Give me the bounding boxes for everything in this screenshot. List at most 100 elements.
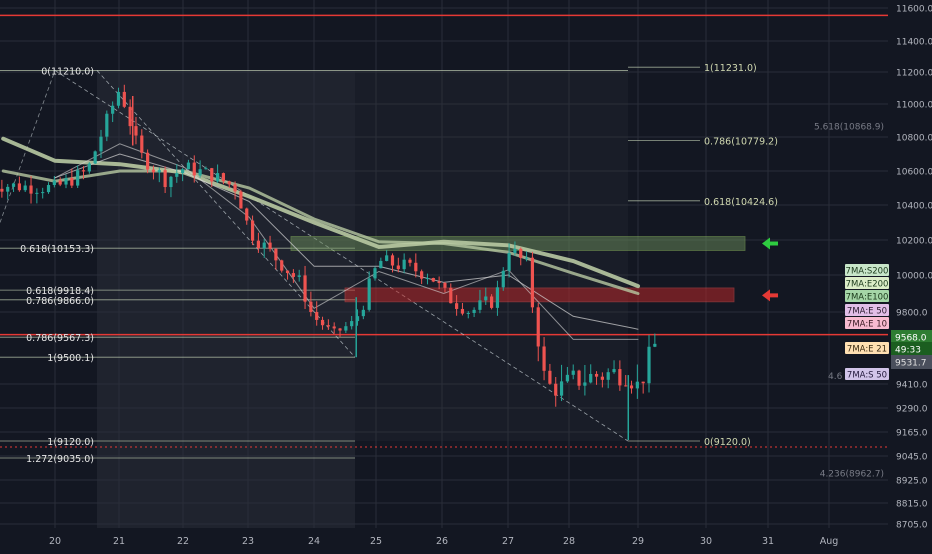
candle-body — [128, 106, 132, 127]
legend-badge-text: 7MA:E100 — [846, 293, 889, 303]
legend-badge-bg — [845, 342, 889, 354]
candle-body — [239, 191, 243, 209]
x-tick-label: 23 — [242, 536, 254, 547]
legend-badge-text: 7MA:E 21 — [847, 345, 887, 355]
green-arrow-icon — [762, 237, 778, 250]
y-tick-label: 8705.0 — [896, 521, 928, 531]
x-tick-label: 31 — [762, 536, 774, 547]
candle-body — [81, 170, 86, 172]
x-tick-label: 25 — [370, 536, 382, 547]
ma-e200-line — [1, 169, 640, 295]
y-tick-label: 10400.0 — [896, 202, 932, 212]
candle-body — [396, 265, 400, 270]
ma-e100-line — [54, 153, 639, 330]
fib-level-label: 0.618(10424.6) — [704, 197, 778, 208]
y-tick-label: 8925.0 — [896, 477, 928, 487]
y-tick-label: 9410.0 — [896, 381, 928, 391]
ma-legend-badge: 7MA:E 10 — [845, 317, 889, 330]
candle-body — [548, 370, 552, 384]
candle-body — [402, 259, 406, 270]
y-tick-label: 10000.0 — [896, 272, 932, 282]
candle-body — [262, 242, 266, 249]
x-tick-label: 29 — [632, 536, 644, 547]
fib-trend-line — [0, 70, 56, 223]
candle-body — [414, 262, 418, 272]
y-tick-label: 10800.0 — [896, 134, 932, 144]
candle-body — [146, 152, 150, 170]
candle-body — [530, 257, 535, 308]
ma-legend-badge: 7MA:E200 — [845, 277, 889, 290]
candle-body — [373, 268, 377, 279]
legend-badge-text: 7MA:S200 — [846, 267, 889, 277]
candle-body — [11, 183, 16, 187]
candle-body — [565, 374, 569, 382]
candle-body — [291, 273, 295, 277]
candle-body — [420, 271, 424, 279]
candle-body — [350, 321, 354, 327]
candle-body — [385, 255, 389, 261]
candle-body — [624, 385, 628, 387]
candle-body — [116, 91, 121, 106]
candle-body — [285, 270, 290, 274]
candle-body — [111, 105, 115, 114]
indicator-price-tag-bg — [891, 355, 932, 369]
candle-body — [163, 170, 167, 188]
x-tick-label: 26 — [436, 536, 448, 547]
countdown-tag-text: 49:33 — [895, 346, 921, 356]
candle-body — [513, 248, 517, 254]
candle-body — [455, 303, 459, 309]
candle-body — [105, 113, 109, 137]
fib-level-label: 0.786(9567.3) — [26, 333, 94, 344]
candle-body — [29, 185, 33, 194]
candle-body — [64, 178, 68, 185]
candle-body — [134, 126, 138, 136]
fib-level-label: 1(9500.1) — [47, 353, 94, 364]
y-tick-label: 10200.0 — [896, 237, 932, 247]
fib-level-label: 0(9120.0) — [704, 437, 751, 448]
candle-body — [186, 162, 191, 170]
indicator-price-tag: 9531.7 — [891, 355, 932, 369]
countdown-tag-bg — [891, 342, 932, 356]
candle-body — [571, 370, 575, 375]
y-tick-label: 11600.0 — [896, 5, 932, 15]
candle-body — [653, 343, 657, 347]
candle-body — [233, 184, 237, 192]
countdown-tag: 49:33 — [891, 342, 932, 356]
candle-body — [431, 277, 435, 282]
candle-body — [606, 372, 610, 380]
legend-badge-bg — [845, 277, 889, 289]
candle-body — [367, 278, 371, 310]
candle-body — [46, 185, 51, 193]
candle-body — [536, 307, 540, 347]
legend-badge-text: 7MA:E200 — [846, 280, 889, 290]
candle-body — [519, 248, 523, 258]
fib-shade-left — [97, 70, 355, 528]
candle-body — [600, 376, 604, 380]
candle-body — [361, 309, 365, 317]
candle-body — [268, 242, 272, 249]
fib-level-label: 0(11210.0) — [41, 66, 94, 77]
candle-body — [250, 220, 255, 241]
fib-level-label: 0.618(9918.4) — [26, 286, 94, 297]
ma-legend-badge: 7MA:E100 — [845, 290, 889, 303]
candle-body — [181, 169, 185, 174]
candle-body — [641, 381, 645, 384]
fib-level-label: 1.272(9035.0) — [26, 454, 94, 465]
x-tick-label: 22 — [177, 536, 189, 547]
legend-badge-bg — [845, 264, 889, 276]
candle-body — [507, 253, 511, 271]
fib-trend-line — [96, 70, 356, 358]
candle-body — [23, 185, 27, 191]
candle-body — [70, 178, 74, 186]
y-tick-label: 9045.0 — [896, 453, 928, 463]
candle-body — [344, 326, 348, 331]
legend-badge-text: 7MA:E 10 — [847, 320, 887, 330]
faint-fib-label: 4.6 — [828, 372, 843, 382]
fib-level-label: 0.786(10779.2) — [704, 137, 778, 148]
candle-body — [554, 383, 558, 396]
candle-body — [35, 192, 39, 194]
candle-body — [221, 173, 226, 182]
candle-body — [41, 192, 45, 194]
candle-body — [6, 186, 10, 192]
fib-level-label: 0.618(10153.3) — [20, 244, 94, 255]
